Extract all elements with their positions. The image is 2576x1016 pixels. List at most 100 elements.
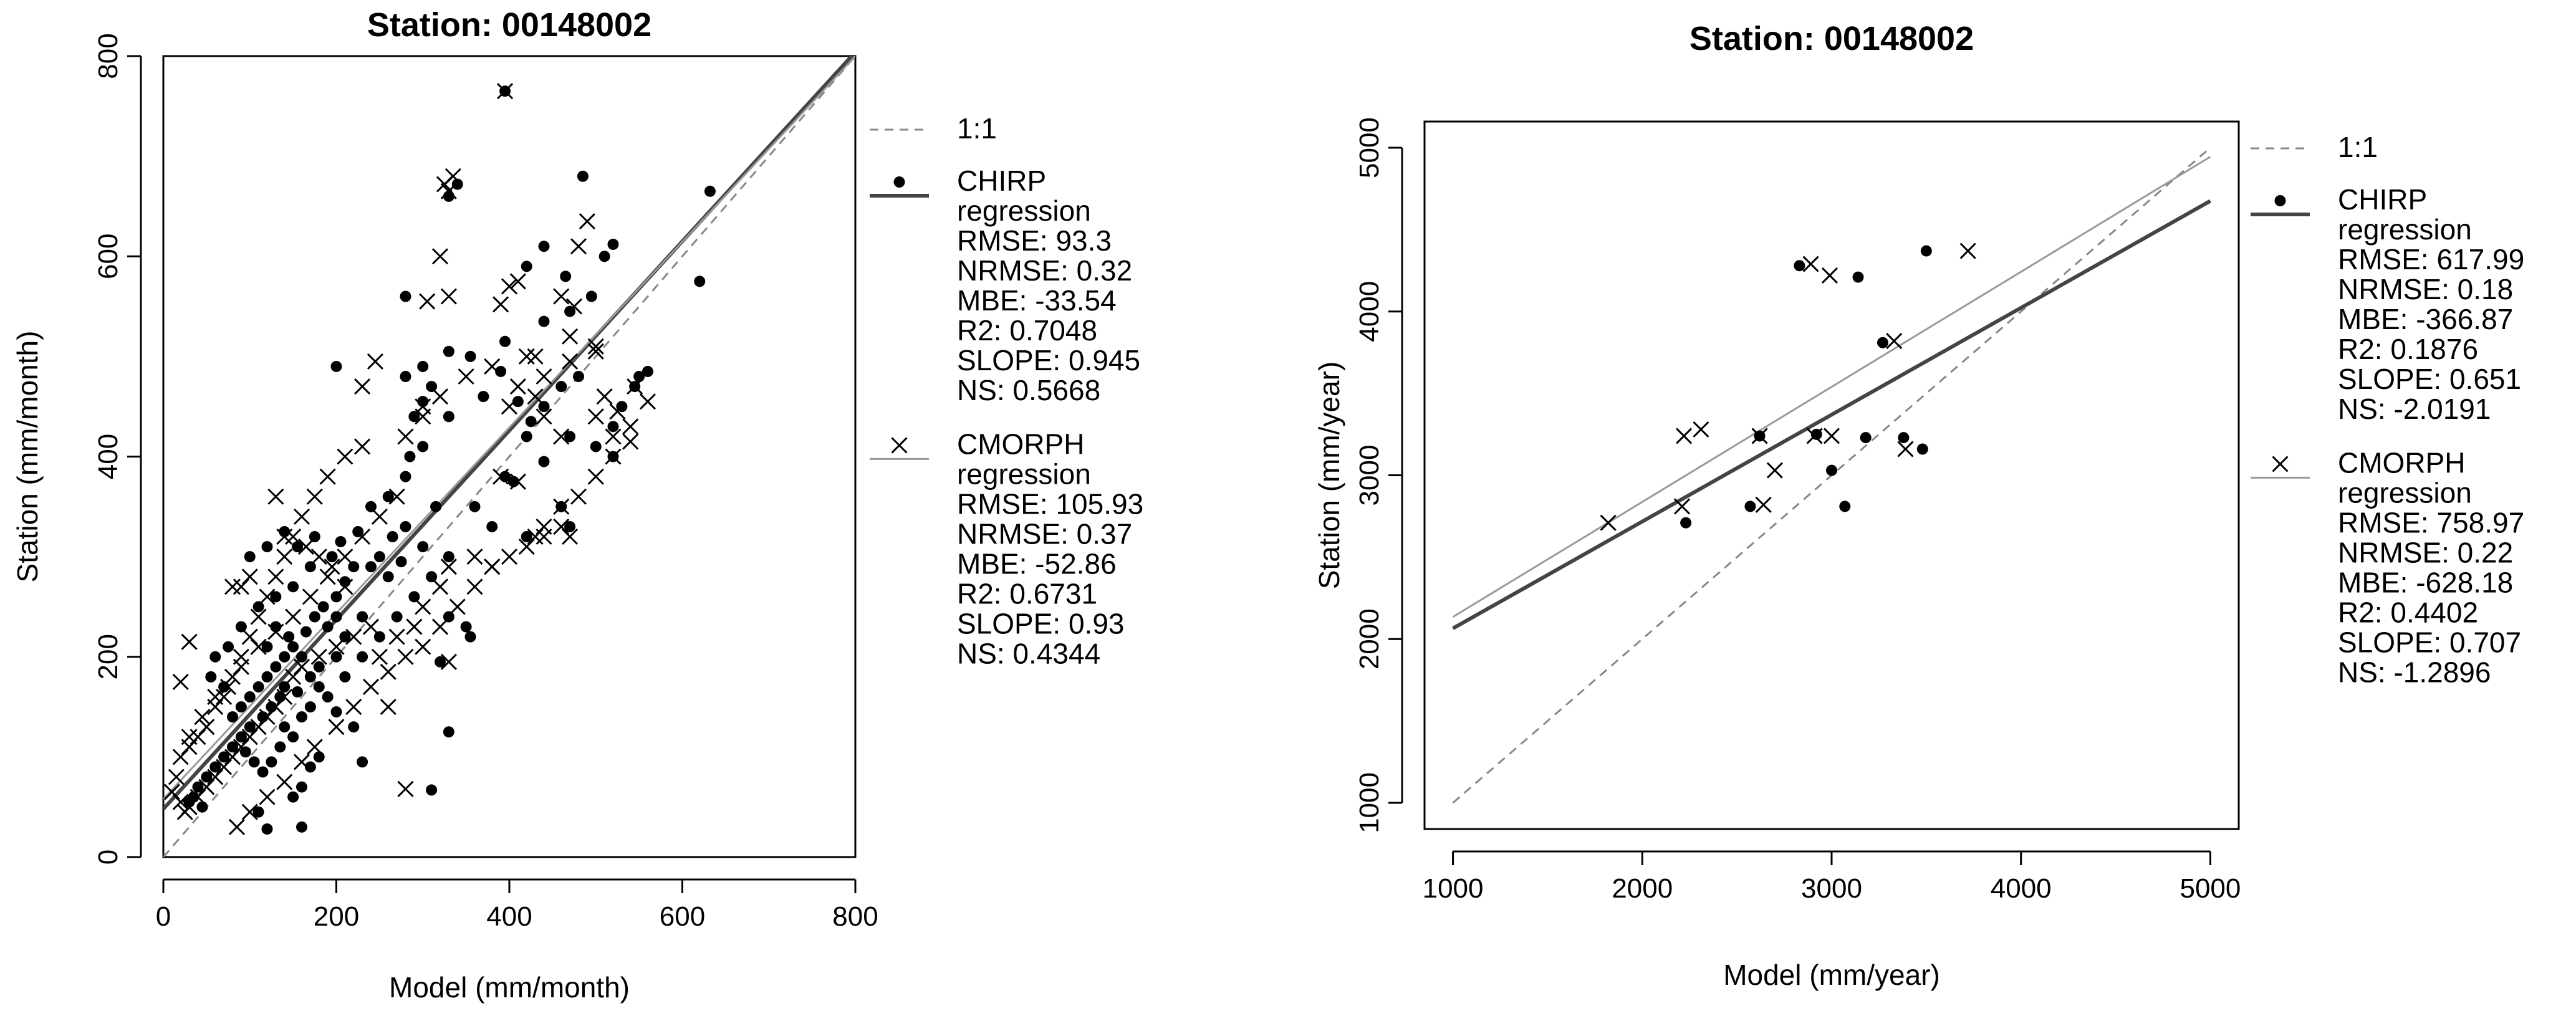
data-point	[451, 178, 463, 190]
data-point	[400, 520, 411, 532]
data-point	[388, 488, 405, 505]
legend-1-1-label: 1:1	[957, 112, 997, 145]
y-axis: 1000 2000 3000 4000 5000	[1354, 117, 1403, 833]
data-point	[306, 488, 323, 505]
data-point	[426, 571, 438, 583]
data-point	[605, 448, 622, 465]
data-point	[493, 468, 509, 485]
data-point	[566, 298, 583, 315]
data-point	[590, 441, 602, 453]
data-point	[521, 431, 532, 443]
data-point	[400, 371, 411, 382]
data-point	[495, 365, 507, 377]
data-point	[1821, 267, 1838, 284]
data-point	[252, 681, 264, 693]
data-point	[348, 721, 360, 733]
y-tick-label: 800	[93, 33, 123, 79]
data-point	[440, 558, 457, 575]
data-point	[388, 628, 405, 645]
legend-cmorph-symbol	[891, 437, 908, 454]
data-point	[196, 801, 208, 813]
data-point	[224, 668, 241, 685]
data-point	[304, 701, 316, 713]
data-point	[435, 656, 446, 668]
data-point	[285, 608, 302, 625]
x-tick-label: 3000	[1801, 873, 1862, 904]
data-point	[1826, 464, 1837, 476]
data-point	[371, 508, 388, 525]
legend-cmorph-regression-label: regression	[957, 458, 1091, 490]
data-point	[642, 365, 653, 377]
legend-chirp-regression-label: regression	[2338, 213, 2472, 246]
data-point	[1898, 432, 1910, 444]
data-point	[1839, 501, 1851, 512]
data-point	[1860, 432, 1872, 444]
legend-stat: R2: 0.6731	[957, 577, 1097, 610]
data-point	[313, 681, 325, 693]
x-axis-label: Model (mm/month)	[389, 971, 630, 1004]
data-point	[354, 528, 371, 545]
y-tick-label: 200	[93, 634, 123, 679]
data-point	[287, 731, 299, 743]
legend-stat: MBE: -52.86	[957, 547, 1117, 580]
data-point	[449, 598, 466, 615]
data-point	[241, 628, 258, 645]
data-point	[509, 273, 526, 290]
data-point	[337, 448, 353, 465]
data-point	[404, 451, 416, 462]
legend-stat: R2: 0.4402	[2338, 596, 2478, 628]
data-point	[443, 411, 454, 423]
legend-stat: MBE: -366.87	[2338, 303, 2513, 335]
legend-stat: SLOPE: 0.945	[957, 344, 1140, 376]
data-point	[536, 408, 552, 425]
data-point	[296, 781, 307, 793]
data-point	[1766, 462, 1783, 479]
data-point	[553, 498, 570, 515]
data-point	[373, 551, 385, 563]
data-point	[209, 651, 221, 663]
data-point	[297, 539, 314, 555]
data-point	[207, 688, 224, 706]
data-point	[205, 671, 217, 683]
data-point	[216, 759, 233, 775]
data-point	[417, 541, 429, 553]
data-point	[562, 353, 579, 370]
data-point	[267, 623, 284, 640]
data-point	[486, 520, 498, 532]
data-point	[1744, 501, 1756, 512]
y-tick-label: 600	[93, 234, 123, 279]
data-point	[267, 488, 284, 505]
data-point	[415, 408, 431, 425]
data-point	[1755, 496, 1772, 513]
chart-title: Station: 00148002	[1689, 20, 1974, 57]
data-point	[622, 433, 639, 450]
data-point	[223, 641, 234, 653]
data-point	[227, 741, 238, 753]
cmorph-regression-line	[1452, 156, 2211, 618]
data-point	[518, 539, 535, 555]
data-point	[261, 641, 273, 653]
data-point	[190, 729, 206, 745]
data-point	[310, 549, 327, 565]
data-point	[525, 416, 537, 428]
data-point	[296, 651, 307, 663]
data-point	[259, 788, 276, 805]
data-point	[241, 803, 258, 820]
data-point	[380, 698, 396, 716]
data-point	[400, 471, 411, 482]
legend-1-1-label: 1:1	[2338, 131, 2378, 163]
x-tick-label: 800	[832, 901, 878, 932]
data-point	[527, 348, 544, 365]
data-point	[339, 671, 351, 683]
data-point	[1751, 428, 1768, 444]
data-point	[209, 761, 221, 773]
data-point	[464, 631, 476, 643]
data-point	[570, 488, 587, 505]
data-point	[478, 391, 489, 403]
data-point	[339, 631, 351, 643]
data-point	[501, 278, 518, 295]
chart-panel-1: Station: 00148002 0 200 400 600 800 Model (mm/…	[11, 6, 1143, 1004]
data-point	[285, 668, 302, 685]
data-point	[509, 473, 526, 490]
data-point	[228, 818, 245, 835]
